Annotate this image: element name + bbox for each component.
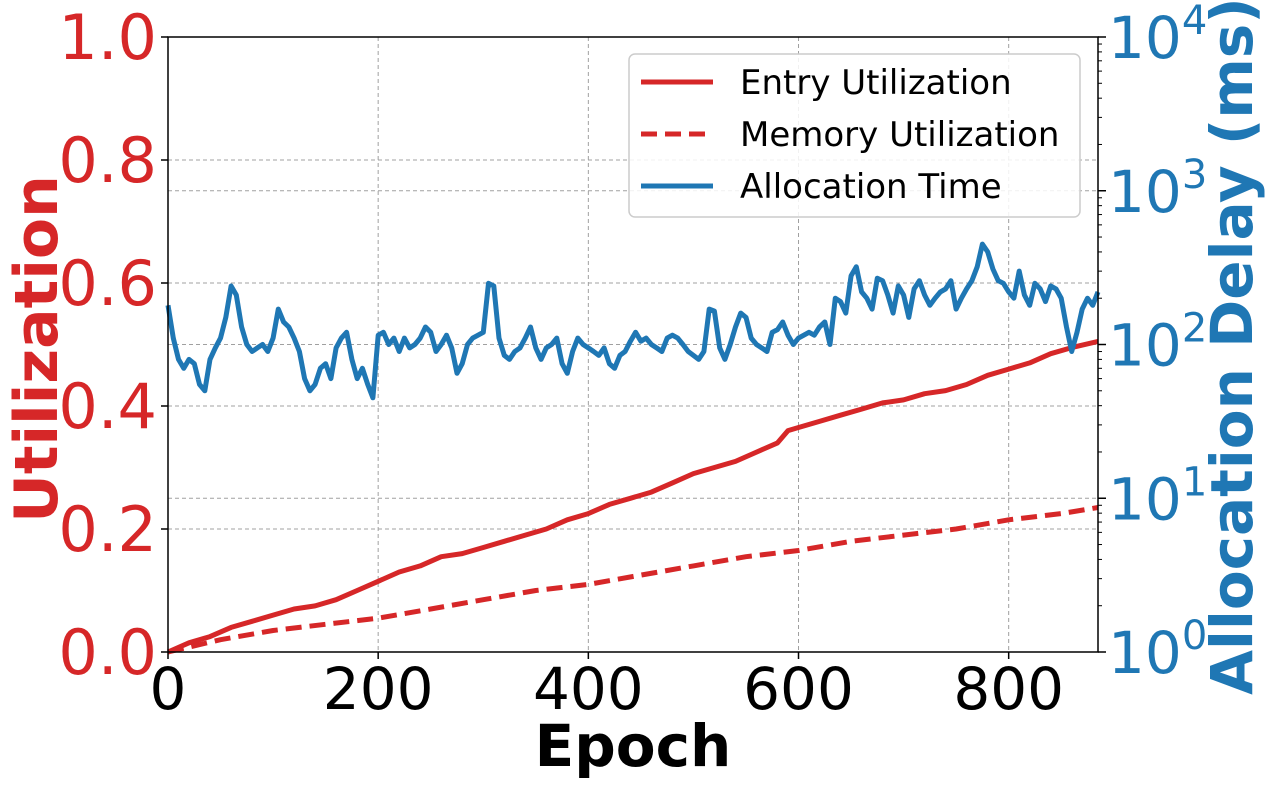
legend: Entry Utilization Memory Utilization All…: [628, 53, 1081, 218]
right-tick-label: 100: [1108, 613, 1207, 687]
series-line-entry-utilization: [166, 338, 1099, 655]
legend-memory-utilization: Memory Utilization: [740, 115, 1059, 155]
x-tick-label: 800: [953, 655, 1064, 723]
x-axis-label: Epoch: [535, 712, 732, 780]
left-tick-label: 0.0: [58, 616, 157, 689]
series-line-allocation-time: [165, 241, 1101, 401]
right-axis-label: Allocation Delay (ms): [1198, 0, 1266, 695]
right-tick-label: 104: [1108, 0, 1207, 72]
left-axis-label: Utilization: [2, 175, 72, 523]
left-tick-label: 0.2: [58, 493, 157, 566]
x-tick-label: 200: [323, 655, 434, 723]
left-tick-label: 1.0: [58, 1, 157, 74]
left-tick-label: 0.8: [58, 124, 157, 197]
x-tick-label: 0: [150, 655, 187, 723]
left-tick-label: 0.6: [58, 247, 157, 320]
series-layer: [165, 241, 1101, 655]
right-tick-label: 102: [1108, 306, 1207, 380]
legend-entry-utilization: Entry Utilization: [740, 63, 1012, 103]
x-tick-label: 600: [743, 655, 854, 723]
right-tick-label: 101: [1108, 459, 1207, 533]
x-tick-label: 400: [533, 655, 644, 723]
legend-frame: [628, 53, 1081, 218]
tick-layer: 0 200 400 600 800 0.0 0.2 0.4 0.6 0.8 1.0 100 101 102…: [58, 0, 1207, 723]
right-tick-label: 103: [1108, 152, 1207, 226]
series-line-memory-utilization: [167, 505, 1099, 655]
legend-allocation-time: Allocation Time: [740, 167, 1002, 207]
left-tick-label: 0.4: [58, 370, 157, 443]
